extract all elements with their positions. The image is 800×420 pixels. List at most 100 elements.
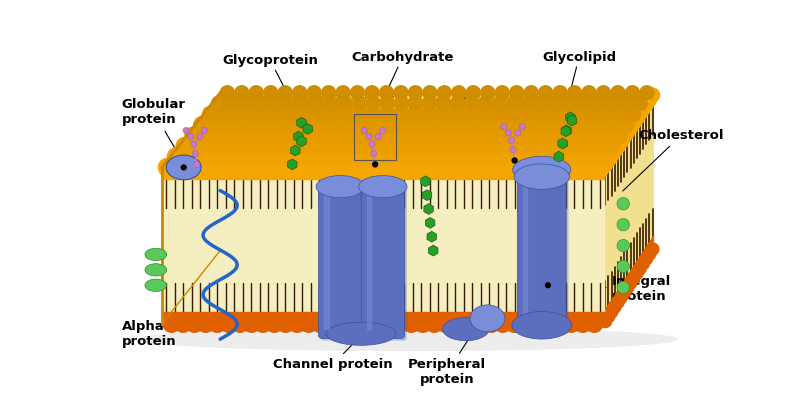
Polygon shape bbox=[162, 312, 604, 324]
Circle shape bbox=[448, 147, 468, 166]
Circle shape bbox=[604, 148, 619, 163]
Circle shape bbox=[545, 282, 551, 289]
Circle shape bbox=[394, 95, 410, 111]
Circle shape bbox=[223, 126, 241, 144]
Circle shape bbox=[473, 147, 492, 166]
Circle shape bbox=[219, 116, 237, 134]
Circle shape bbox=[629, 111, 645, 126]
Circle shape bbox=[326, 116, 343, 134]
Circle shape bbox=[284, 106, 301, 123]
Circle shape bbox=[273, 116, 290, 134]
Circle shape bbox=[236, 126, 254, 144]
Ellipse shape bbox=[145, 279, 166, 291]
Circle shape bbox=[406, 106, 423, 123]
Circle shape bbox=[437, 158, 457, 177]
Polygon shape bbox=[604, 234, 654, 324]
Circle shape bbox=[565, 137, 584, 155]
Circle shape bbox=[277, 315, 295, 333]
Circle shape bbox=[374, 147, 394, 166]
Circle shape bbox=[485, 116, 502, 134]
Circle shape bbox=[578, 137, 596, 155]
Circle shape bbox=[251, 137, 270, 155]
Circle shape bbox=[311, 106, 328, 123]
Circle shape bbox=[418, 116, 436, 134]
Circle shape bbox=[425, 158, 446, 177]
Circle shape bbox=[623, 276, 638, 290]
Circle shape bbox=[302, 147, 321, 166]
Circle shape bbox=[351, 137, 370, 155]
Circle shape bbox=[448, 158, 469, 177]
Circle shape bbox=[286, 158, 306, 177]
Circle shape bbox=[185, 315, 204, 333]
Circle shape bbox=[533, 126, 550, 144]
Circle shape bbox=[611, 106, 628, 123]
Circle shape bbox=[617, 218, 630, 231]
Circle shape bbox=[571, 126, 590, 144]
Circle shape bbox=[364, 85, 380, 100]
Circle shape bbox=[378, 158, 398, 177]
Circle shape bbox=[494, 315, 512, 333]
Circle shape bbox=[522, 147, 541, 166]
Circle shape bbox=[215, 106, 232, 123]
FancyBboxPatch shape bbox=[321, 184, 364, 341]
Circle shape bbox=[216, 158, 236, 177]
Circle shape bbox=[414, 158, 434, 177]
Circle shape bbox=[393, 106, 410, 123]
Circle shape bbox=[424, 158, 444, 177]
Circle shape bbox=[276, 158, 296, 177]
Circle shape bbox=[207, 158, 227, 177]
Circle shape bbox=[201, 137, 219, 155]
Circle shape bbox=[626, 116, 642, 131]
Circle shape bbox=[488, 106, 505, 123]
Circle shape bbox=[366, 106, 382, 123]
Circle shape bbox=[617, 116, 634, 134]
Text: Cholesterol: Cholesterol bbox=[623, 129, 724, 191]
Circle shape bbox=[553, 158, 573, 177]
Circle shape bbox=[519, 123, 526, 130]
Circle shape bbox=[518, 158, 538, 177]
Circle shape bbox=[632, 106, 648, 121]
Circle shape bbox=[366, 116, 383, 134]
Circle shape bbox=[298, 158, 318, 177]
Circle shape bbox=[448, 315, 466, 333]
Ellipse shape bbox=[513, 156, 571, 183]
Circle shape bbox=[380, 127, 386, 134]
Ellipse shape bbox=[512, 312, 571, 339]
Circle shape bbox=[447, 158, 467, 177]
Circle shape bbox=[491, 95, 508, 111]
Circle shape bbox=[344, 158, 364, 177]
Circle shape bbox=[420, 106, 437, 123]
Circle shape bbox=[234, 85, 250, 100]
Circle shape bbox=[558, 126, 576, 144]
Circle shape bbox=[511, 158, 518, 163]
Circle shape bbox=[416, 126, 434, 144]
Circle shape bbox=[542, 106, 559, 123]
Circle shape bbox=[552, 85, 568, 100]
Circle shape bbox=[527, 137, 546, 155]
Circle shape bbox=[610, 139, 626, 154]
Circle shape bbox=[494, 85, 510, 100]
Circle shape bbox=[478, 95, 494, 111]
Circle shape bbox=[502, 137, 521, 155]
Circle shape bbox=[196, 158, 216, 177]
Text: Channel protein: Channel protein bbox=[273, 337, 392, 371]
Circle shape bbox=[289, 147, 309, 166]
Circle shape bbox=[253, 158, 273, 177]
Circle shape bbox=[378, 85, 394, 100]
Circle shape bbox=[598, 158, 613, 173]
Circle shape bbox=[227, 158, 248, 177]
Circle shape bbox=[450, 95, 466, 111]
Circle shape bbox=[162, 158, 182, 177]
Circle shape bbox=[529, 106, 546, 123]
Circle shape bbox=[310, 315, 330, 333]
Circle shape bbox=[274, 158, 294, 177]
Circle shape bbox=[434, 106, 450, 123]
Circle shape bbox=[502, 106, 518, 123]
Circle shape bbox=[387, 147, 406, 166]
Circle shape bbox=[265, 315, 284, 333]
Circle shape bbox=[246, 116, 263, 134]
Circle shape bbox=[463, 95, 479, 111]
Circle shape bbox=[162, 315, 181, 333]
Circle shape bbox=[233, 116, 250, 134]
Circle shape bbox=[480, 85, 495, 100]
